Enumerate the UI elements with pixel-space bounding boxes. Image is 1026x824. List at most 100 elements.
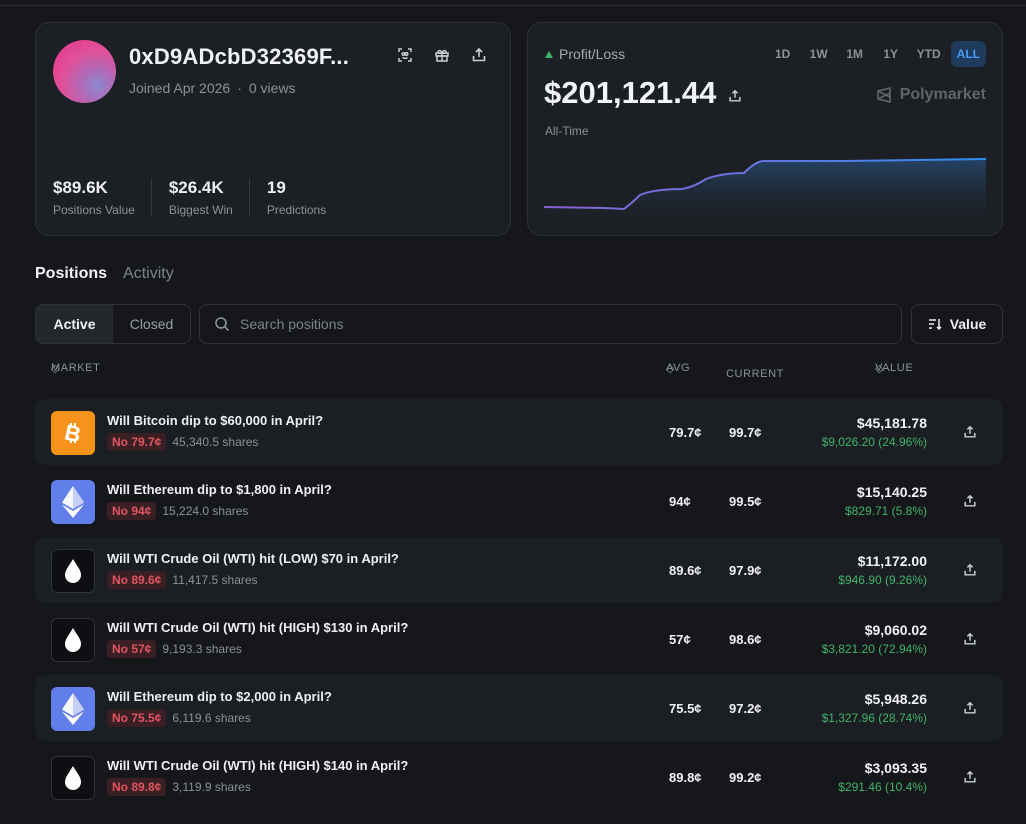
stat-value: $26.4K: [168, 178, 224, 197]
up-triangle-icon: [545, 50, 553, 58]
tab-positions[interactable]: Positions: [35, 265, 108, 282]
profile-card: 0xD9ADcbD32369F... Joined Apr 2026 · 0 vie…: [35, 22, 511, 236]
search-box: [199, 304, 902, 344]
search-input[interactable]: [240, 316, 840, 332]
position-pnl: $3,821.20 (72.94%): [821, 642, 927, 656]
market-subline: No 79.7¢ 45,340.5 shares: [107, 433, 258, 451]
oil-drop-icon: [51, 549, 95, 593]
market-title[interactable]: Will Bitcoin dip to $60,000 in April?: [107, 413, 324, 428]
market-subline: No 94¢ 15,224.0 shares: [107, 502, 248, 520]
shares-count: 9,193.3 shares: [162, 642, 242, 656]
avg-price: 57¢: [669, 632, 691, 647]
gift-icon[interactable]: [431, 44, 453, 66]
header-avg-label: AVG: [666, 362, 691, 374]
sort-button[interactable]: Value: [911, 304, 1003, 344]
share-pl-icon[interactable]: [728, 75, 742, 111]
outcome-badge: No 94¢: [107, 502, 157, 520]
tab-activity[interactable]: Activity: [123, 265, 174, 282]
pl-chart: [544, 158, 986, 233]
position-value: $15,140.25: [856, 484, 927, 500]
market-title[interactable]: Will WTI Crude Oil (WTI) hit (LOW) $70 i…: [107, 551, 399, 566]
market-subline: No 75.5¢ 6,119.6 shares: [107, 709, 251, 727]
ethereum-icon: [51, 687, 95, 731]
position-pnl: $291.46 (10.4%): [838, 780, 927, 794]
outcome-badge: No 89.8¢: [107, 778, 167, 796]
position-pnl: $946.90 (9.26%): [838, 573, 927, 587]
current-price: 98.6¢: [729, 632, 762, 647]
profile-stats: $89.6K Positions Value $26.4K Biggest Wi…: [53, 178, 359, 217]
position-value: $11,172.00: [857, 553, 927, 569]
range-1d[interactable]: 1D: [775, 47, 791, 61]
joined-info: Joined Apr 2026 · 0 views: [129, 80, 296, 96]
pl-period: All-Time: [545, 124, 589, 138]
main-tabs: Positions Activity: [35, 265, 174, 283]
pl-chart-area: [544, 159, 986, 233]
position-row[interactable]: Will Ethereum dip to $1,800 in April? No…: [35, 468, 1003, 534]
share-icon[interactable]: [468, 44, 490, 66]
share-position-icon[interactable]: [961, 630, 979, 648]
pl-header: Profit/Loss: [545, 46, 625, 62]
filter-active-button[interactable]: Active: [36, 305, 113, 343]
oil-drop-icon: [51, 756, 95, 800]
market-title[interactable]: Will Ethereum dip to $1,800 in April?: [107, 482, 332, 497]
market-title[interactable]: Will Ethereum dip to $2,000 in April?: [107, 689, 332, 704]
position-pnl: $829.71 (5.8%): [844, 504, 927, 518]
position-row[interactable]: Will WTI Crude Oil (WTI) hit (HIGH) $130…: [35, 606, 1003, 672]
range-1m[interactable]: 1M: [846, 47, 863, 61]
avg-price: 79.7¢: [669, 425, 702, 440]
market-title[interactable]: Will WTI Crude Oil (WTI) hit (HIGH) $140…: [107, 758, 409, 773]
outcome-badge: No 79.7¢: [107, 433, 167, 451]
pl-amount-row: $201,121.44: [544, 75, 742, 111]
polymarket-logo-icon: [876, 86, 891, 104]
range-selector: 1D 1W 1M 1Y YTD ALL: [767, 41, 986, 67]
current-price: 97.9¢: [729, 563, 762, 578]
outcome-badge: No 75.5¢: [107, 709, 167, 727]
pl-amount: $201,121.44: [544, 75, 717, 110]
market-subline: No 57¢ 9,193.3 shares: [107, 640, 242, 658]
range-1y[interactable]: 1Y: [883, 47, 899, 61]
position-value: $3,093.35: [864, 760, 927, 776]
stat-label: Biggest Win: [168, 203, 233, 217]
position-value: $45,181.78: [856, 415, 927, 431]
oil-drop-icon: [51, 618, 95, 662]
position-value: $5,948.26: [864, 691, 927, 707]
stat-positions-value: $89.6K Positions Value: [53, 178, 152, 217]
shares-count: 45,340.5 shares: [172, 435, 259, 449]
position-row[interactable]: Will Ethereum dip to $2,000 in April? No…: [35, 675, 1003, 741]
search-icon: [215, 317, 230, 332]
outcome-badge: No 57¢: [107, 640, 157, 658]
current-price: 99.7¢: [729, 425, 762, 440]
position-row[interactable]: B Will Bitcoin dip to $60,000 in April? …: [35, 399, 1003, 465]
market-subline: No 89.6¢ 11,417.5 shares: [107, 571, 258, 589]
avg-price: 94¢: [669, 494, 691, 509]
position-row[interactable]: Will WTI Crude Oil (WTI) hit (HIGH) $140…: [35, 744, 1003, 810]
share-position-icon[interactable]: [961, 699, 979, 717]
bitcoin-icon: B: [51, 411, 95, 455]
position-row[interactable]: Will WTI Crude Oil (WTI) hit (LOW) $70 i…: [35, 537, 1003, 603]
wallet-address[interactable]: 0xD9ADcbD32369F...: [129, 44, 350, 69]
qr-scan-icon[interactable]: [394, 44, 416, 66]
outcome-badge: No 89.6¢: [107, 571, 167, 589]
shares-count: 6,119.6 shares: [172, 711, 251, 725]
shares-count: 11,417.5 shares: [172, 573, 258, 587]
range-ytd[interactable]: YTD: [916, 47, 941, 61]
range-all[interactable]: ALL: [950, 41, 986, 67]
market-title[interactable]: Will WTI Crude Oil (WTI) hit (HIGH) $130…: [107, 620, 409, 635]
avg-price: 89.8¢: [669, 770, 702, 785]
sort-icon: [928, 319, 942, 331]
views-count: 0 views: [248, 80, 296, 96]
share-position-icon[interactable]: [961, 768, 979, 786]
share-position-icon[interactable]: [961, 423, 979, 441]
range-1w[interactable]: 1W: [809, 47, 828, 61]
status-toggle: Active Closed: [35, 304, 191, 344]
pl-label: Profit/Loss: [559, 46, 626, 62]
stat-label: Positions Value: [53, 203, 135, 217]
pl-chart-line: [544, 158, 986, 211]
avg-price: 89.6¢: [669, 563, 702, 578]
position-pnl: $9,026.20 (24.96%): [821, 435, 927, 449]
share-position-icon[interactable]: [961, 561, 979, 579]
filter-closed-button[interactable]: Closed: [129, 316, 174, 332]
shares-count: 3,119.9 shares: [172, 780, 251, 794]
profit-loss-card: Profit/Loss 1D 1W 1M 1Y YTD ALL $201,121…: [527, 22, 1003, 236]
share-position-icon[interactable]: [961, 492, 979, 510]
